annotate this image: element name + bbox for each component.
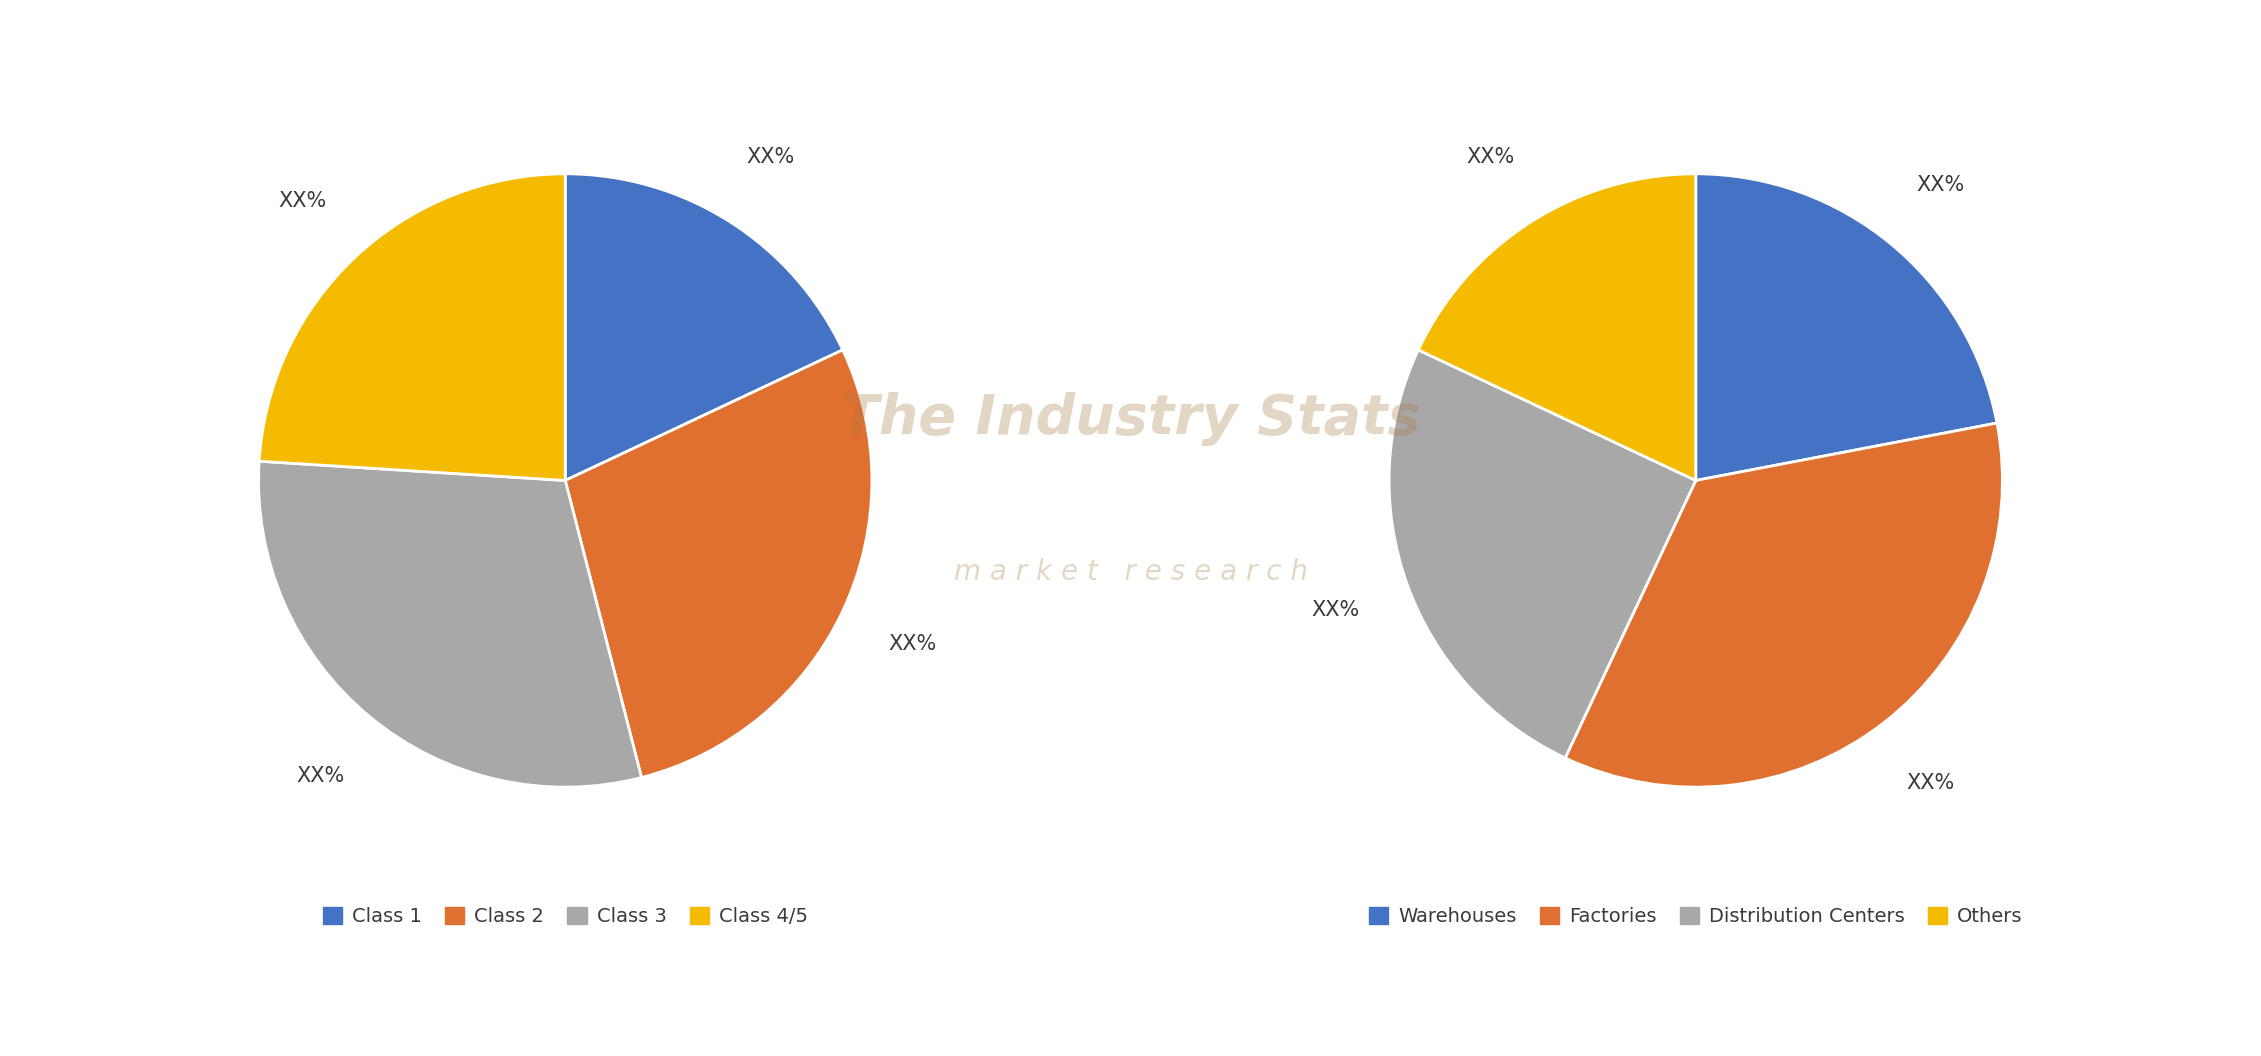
Text: Source: Theindustrystats Analysis: Source: Theindustrystats Analysis	[23, 1007, 398, 1026]
Text: XX%: XX%	[1465, 147, 1515, 167]
Wedge shape	[258, 461, 642, 787]
Text: m a r k e t   r e s e a r c h: m a r k e t r e s e a r c h	[954, 559, 1307, 586]
Wedge shape	[565, 350, 873, 777]
Text: The Industry Stats: The Industry Stats	[841, 392, 1420, 446]
Text: Email: sales@theindustrystats.com: Email: sales@theindustrystats.com	[712, 1007, 1097, 1026]
Wedge shape	[1696, 174, 1996, 480]
Text: XX%: XX%	[746, 147, 796, 167]
Text: Website: www.theindustrystats.com: Website: www.theindustrystats.com	[1678, 1007, 2076, 1026]
Text: XX%: XX%	[296, 766, 346, 786]
Wedge shape	[260, 174, 565, 480]
Legend: Class 1, Class 2, Class 3, Class 4/5: Class 1, Class 2, Class 3, Class 4/5	[323, 907, 807, 926]
Wedge shape	[1388, 350, 1696, 758]
Text: Fig. Global Forklift Truck Market Share by Product Types & Application: Fig. Global Forklift Truck Market Share …	[23, 39, 1128, 68]
Text: XX%: XX%	[1915, 175, 1965, 195]
Text: XX%: XX%	[889, 634, 936, 654]
Legend: Warehouses, Factories, Distribution Centers, Others: Warehouses, Factories, Distribution Cent…	[1368, 907, 2024, 926]
Text: XX%: XX%	[278, 191, 328, 211]
Wedge shape	[1565, 423, 2003, 787]
Wedge shape	[565, 174, 843, 480]
Text: XX%: XX%	[1311, 600, 1359, 620]
Text: XX%: XX%	[1906, 773, 1956, 793]
Wedge shape	[1418, 174, 1696, 480]
